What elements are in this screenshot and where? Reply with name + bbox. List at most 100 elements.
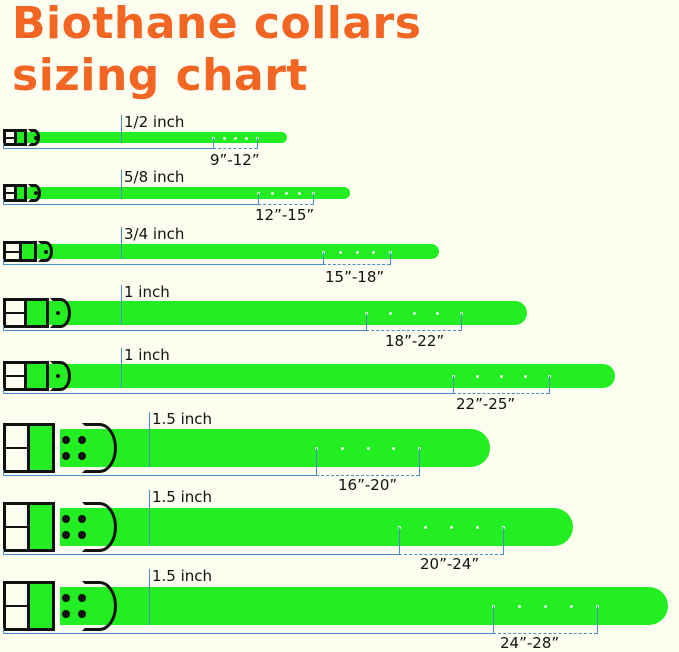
strap-hole bbox=[476, 375, 479, 378]
length-tick bbox=[3, 549, 4, 555]
width-label: 1 inch bbox=[124, 346, 170, 364]
buckle-icon bbox=[3, 361, 49, 391]
range-tick bbox=[390, 251, 391, 265]
length-line bbox=[3, 633, 493, 634]
rivet-icon bbox=[62, 452, 70, 461]
d-ring-icon bbox=[82, 423, 117, 473]
collar-strap bbox=[60, 429, 490, 467]
length-tick bbox=[258, 193, 259, 205]
strap-hole bbox=[355, 250, 359, 254]
length-tick bbox=[399, 527, 400, 555]
range-dashed-line bbox=[493, 633, 597, 634]
buckle-tongue bbox=[18, 244, 22, 259]
width-marker-line bbox=[149, 490, 150, 546]
length-line bbox=[3, 264, 323, 265]
width-label: 3/4 inch bbox=[124, 225, 185, 243]
width-marker-line bbox=[121, 348, 122, 388]
buckle-bar bbox=[6, 526, 27, 528]
buckle-icon bbox=[3, 184, 27, 202]
range-dashed-line bbox=[453, 393, 549, 394]
strap-hole bbox=[223, 136, 226, 140]
d-ring-icon bbox=[82, 581, 117, 631]
length-tick bbox=[323, 251, 324, 265]
rivet-icon bbox=[62, 610, 70, 619]
buckle-bar bbox=[6, 312, 24, 314]
length-tick bbox=[3, 325, 4, 331]
length-line bbox=[3, 330, 366, 331]
length-line bbox=[3, 148, 213, 149]
width-label: 1.5 inch bbox=[152, 410, 213, 428]
buckle-keeper bbox=[27, 301, 46, 325]
rivet-icon bbox=[78, 452, 86, 461]
length-tick bbox=[3, 388, 4, 394]
size-range-label: 12”-15” bbox=[255, 206, 315, 224]
length-line bbox=[3, 475, 316, 476]
title-line-1: Biothane collars bbox=[12, 0, 422, 49]
buckle-tongue bbox=[14, 187, 18, 199]
width-label: 1 inch bbox=[124, 283, 170, 301]
rivet-icon bbox=[56, 311, 60, 315]
strap-hole bbox=[298, 192, 302, 195]
collar-strap bbox=[45, 364, 615, 388]
buckle-tongue bbox=[26, 426, 30, 470]
range-tick bbox=[503, 527, 504, 555]
length-tick bbox=[3, 259, 4, 265]
range-tick bbox=[549, 376, 550, 394]
strap-hole bbox=[392, 447, 396, 450]
range-tick bbox=[257, 137, 258, 149]
collar-strap bbox=[60, 587, 668, 625]
range-tick bbox=[313, 193, 314, 205]
strap-hole bbox=[518, 605, 521, 608]
range-tick bbox=[461, 313, 462, 331]
size-range-label: 18”-22” bbox=[385, 332, 445, 350]
buckle-keeper bbox=[29, 426, 52, 470]
buckle-tongue bbox=[24, 364, 27, 388]
buckle-bar bbox=[6, 605, 27, 607]
length-tick bbox=[493, 606, 494, 634]
collar-strap bbox=[45, 301, 527, 325]
strap-hole bbox=[270, 192, 274, 195]
buckle-icon bbox=[3, 298, 49, 328]
length-tick bbox=[3, 628, 4, 634]
range-dashed-line bbox=[258, 204, 313, 205]
collar-strap bbox=[25, 187, 350, 199]
strap-hole bbox=[476, 526, 479, 529]
width-marker-line bbox=[121, 227, 122, 259]
rivet-icon bbox=[62, 435, 70, 444]
length-line bbox=[3, 554, 399, 555]
strap-hole bbox=[372, 250, 376, 254]
buckle-bar bbox=[6, 447, 27, 449]
width-label: 1.5 inch bbox=[152, 567, 213, 585]
buckle-keeper bbox=[27, 364, 46, 388]
collar-strap bbox=[60, 508, 573, 546]
buckle-bar bbox=[6, 375, 24, 377]
rivet-icon bbox=[78, 435, 86, 444]
length-line bbox=[3, 393, 453, 394]
strap-hole bbox=[388, 312, 392, 315]
range-dashed-line bbox=[399, 554, 503, 555]
range-tick bbox=[597, 606, 598, 634]
strap-hole bbox=[366, 447, 370, 450]
collar-strap bbox=[25, 132, 287, 143]
length-tick bbox=[3, 143, 4, 149]
width-marker-line bbox=[149, 569, 150, 625]
d-ring-icon bbox=[82, 502, 117, 552]
strap-hole bbox=[524, 375, 527, 378]
buckle-keeper bbox=[21, 244, 34, 259]
length-tick bbox=[316, 448, 317, 476]
rivet-icon bbox=[44, 249, 48, 254]
rivet-icon bbox=[56, 374, 60, 378]
buckle-tongue bbox=[24, 301, 27, 325]
rivet-icon bbox=[78, 531, 86, 540]
buckle-icon bbox=[3, 129, 27, 146]
rivet-icon bbox=[34, 135, 38, 140]
width-marker-line bbox=[121, 285, 122, 325]
rivet-icon bbox=[78, 593, 86, 602]
width-marker-line bbox=[121, 170, 122, 199]
range-tick bbox=[419, 448, 420, 476]
rivet-icon bbox=[34, 191, 38, 195]
strap-hole bbox=[234, 136, 237, 140]
size-range-label: 16”-20” bbox=[338, 476, 398, 494]
width-marker-line bbox=[121, 115, 122, 143]
buckle-icon bbox=[3, 241, 37, 262]
